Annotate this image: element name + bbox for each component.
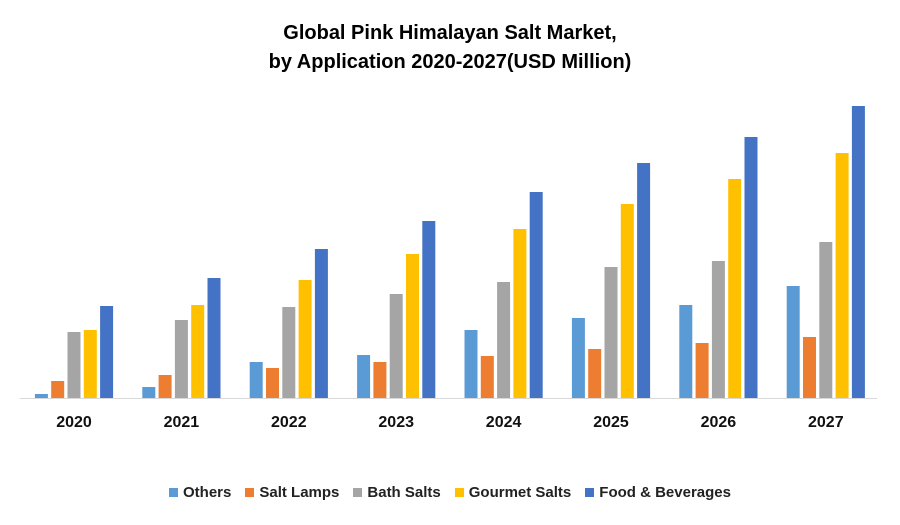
bar-gourmet-salts-2020 xyxy=(83,330,97,398)
bar-gourmet-salts-2021 xyxy=(191,305,205,398)
legend-swatch xyxy=(585,488,595,497)
bar-others-2021 xyxy=(142,387,156,398)
bar-gourmet-salts-2024 xyxy=(513,229,527,398)
bar-gourmet-salts-2022 xyxy=(298,280,312,398)
bar-bath-salts-2022 xyxy=(282,307,296,398)
bar-salt-lamps-2025 xyxy=(588,349,602,398)
bar-bath-salts-2027 xyxy=(819,242,833,398)
bar-others-2023 xyxy=(357,355,371,398)
x-tick-label: 2021 xyxy=(164,414,200,431)
bar-salt-lamps-2026 xyxy=(695,343,709,398)
bar-gourmet-salts-2027 xyxy=(835,153,849,398)
bar-bath-salts-2021 xyxy=(174,320,188,398)
bar-bath-salts-2026 xyxy=(711,261,725,398)
legend-swatch xyxy=(454,488,464,497)
bar-others-2026 xyxy=(679,305,693,398)
bar-food-beverages-2025 xyxy=(637,163,651,398)
x-tick-label: 2020 xyxy=(56,414,92,431)
legend-label: Food & Beverages xyxy=(599,484,731,501)
bar-salt-lamps-2024 xyxy=(480,356,494,398)
bar-bath-salts-2024 xyxy=(497,282,511,398)
x-tick-label: 2027 xyxy=(808,414,844,431)
legend-item: Salt Lamps xyxy=(245,484,339,501)
legend-swatch xyxy=(245,488,255,497)
legend-item: Food & Beverages xyxy=(585,484,731,501)
bar-bath-salts-2020 xyxy=(67,332,81,398)
bar-food-beverages-2020 xyxy=(100,306,114,398)
bar-others-2027 xyxy=(786,286,800,398)
bar-food-beverages-2026 xyxy=(744,137,758,398)
bar-others-2020 xyxy=(34,394,48,398)
bar-bath-salts-2025 xyxy=(604,267,618,398)
bar-food-beverages-2022 xyxy=(314,249,328,398)
bar-salt-lamps-2023 xyxy=(373,362,387,398)
chart-title-line2: by Application 2020-2027(USD Million) xyxy=(268,51,632,73)
bar-others-2025 xyxy=(571,318,585,398)
chart-title-line1: Global Pink Himalayan Salt Market, xyxy=(283,22,617,44)
bar-salt-lamps-2022 xyxy=(266,368,279,398)
x-tick-label: 2026 xyxy=(701,414,737,431)
bar-gourmet-salts-2023 xyxy=(406,254,419,398)
x-tick-label: 2024 xyxy=(486,414,522,431)
legend-label: Bath Salts xyxy=(367,484,441,501)
legend-swatch xyxy=(353,488,363,497)
legend-swatch xyxy=(169,488,178,497)
bar-others-2022 xyxy=(249,362,263,398)
bar-salt-lamps-2020 xyxy=(51,381,65,398)
bar-food-beverages-2024 xyxy=(529,192,543,398)
bar-others-2024 xyxy=(464,330,478,398)
bar-salt-lamps-2027 xyxy=(803,337,816,398)
x-tick-label: 2023 xyxy=(378,414,414,431)
bar-food-beverages-2023 xyxy=(422,221,436,398)
bar-food-beverages-2021 xyxy=(207,278,221,398)
legend: Others Salt Lamps Bath Salts Gourmet Salts F… xyxy=(0,484,900,501)
bar-salt-lamps-2021 xyxy=(158,375,172,398)
legend-label: Salt Lamps xyxy=(259,484,340,501)
bar-bath-salts-2023 xyxy=(389,294,403,398)
bar-gourmet-salts-2026 xyxy=(728,179,742,398)
legend-label: Others xyxy=(183,484,232,501)
x-tick-label: 2025 xyxy=(593,414,629,431)
legend-item: Others xyxy=(169,484,231,501)
legend-item: Bath Salts xyxy=(353,484,441,501)
bar-gourmet-salts-2025 xyxy=(620,204,634,398)
legend-label: Gourmet Salts xyxy=(468,484,572,501)
x-tick-label: 2022 xyxy=(271,414,307,431)
legend-item: Gourmet Salts xyxy=(454,484,572,501)
bar-food-beverages-2027 xyxy=(851,106,865,398)
